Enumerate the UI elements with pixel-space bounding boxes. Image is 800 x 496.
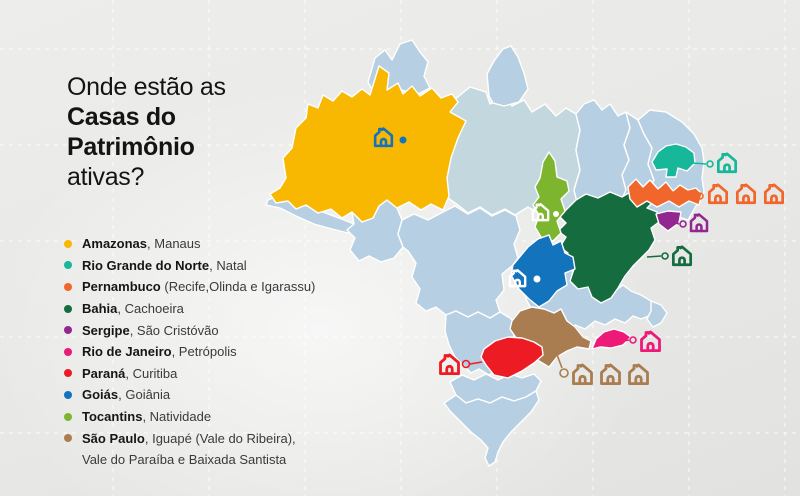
- connector-line: [555, 351, 563, 369]
- legend-detail: , São Cristóvão: [129, 322, 219, 338]
- title-line-2: Casas do: [67, 103, 176, 131]
- house-icon: [671, 245, 693, 267]
- legend-dot: [64, 347, 72, 356]
- state-rio-grande-do-norte: [651, 143, 696, 178]
- legend-dot: [64, 390, 72, 399]
- legend-item: Sergipe, São Cristóvão: [64, 319, 334, 341]
- state-mato-grosso: [397, 205, 521, 319]
- connector-dot: [559, 368, 569, 378]
- legend-state-name: Pernambuco: [82, 279, 161, 295]
- legend-dot: [64, 239, 72, 248]
- state-rio-grande-do-sul: [443, 390, 540, 467]
- legend-dot: [64, 412, 72, 421]
- legend-detail: , Cachoeira: [117, 301, 184, 317]
- legend-item: Pernambuco (Recife,Olinda e Igarassu): [64, 276, 334, 298]
- legend-state-name: São Paulo: [82, 430, 145, 446]
- callout-sao-paulo: [555, 351, 649, 386]
- legend-detail: , Petrópolis: [171, 344, 237, 360]
- house-icon: [735, 183, 757, 205]
- legend-detail: , Manaus: [147, 236, 201, 252]
- callout-parana: [439, 353, 483, 376]
- connector-line: [665, 190, 697, 197]
- house-icon: [716, 152, 738, 174]
- legend-state-name: Goiás: [82, 387, 119, 403]
- connector-line: [612, 339, 630, 344]
- connector-dot: [696, 192, 704, 200]
- legend-detail: , Natividade: [142, 409, 212, 425]
- marker-amazonas: [373, 127, 407, 148]
- legend-dot: [64, 304, 72, 313]
- legend-state-name: Paraná: [82, 365, 126, 381]
- state-amazonas: [269, 65, 467, 223]
- legend-state-name: Rio de Janeiro: [82, 344, 172, 360]
- legend-item: Rio Grande do Norte, Natal: [64, 255, 334, 277]
- connector-line: [671, 221, 680, 225]
- page-title: Onde estão as Casas do Patrimônio ativas…: [67, 72, 226, 192]
- legend-state-name: Tocantins: [82, 409, 143, 425]
- house-icon: [628, 363, 649, 386]
- legend: Amazonas, Manaus Rio Grande do Norte, Na…: [64, 233, 334, 471]
- legend-dot: [64, 261, 72, 270]
- legend-item: Bahia, Cachoeira: [64, 298, 334, 320]
- legend-state-name: Rio Grande do Norte: [82, 257, 210, 273]
- callout-sergipe: [671, 213, 709, 233]
- legend-dot: [64, 326, 72, 335]
- legend-dot: [64, 282, 72, 291]
- connector-line: [646, 255, 662, 258]
- house-icon: [640, 330, 661, 353]
- marker-goias: [508, 269, 541, 288]
- callout-bahia: [646, 245, 693, 267]
- connector-line: [692, 162, 707, 165]
- capital-dot: [399, 136, 407, 144]
- legend-item: Amazonas, Manaus: [64, 233, 334, 255]
- legend-item: Goiás, Goiânia: [64, 384, 334, 406]
- legend-detail-wrap: Vale do Paraíba e Baixada Santista: [82, 452, 287, 468]
- callout-pernambuco: [665, 183, 785, 205]
- house-icon: [763, 183, 785, 205]
- legend-detail: , Curitiba: [125, 365, 178, 381]
- title-line-1: Onde estão as: [67, 73, 226, 101]
- legend-item: Tocantins, Natividade: [64, 406, 334, 428]
- capital-dot: [533, 275, 541, 283]
- connector-dot: [461, 359, 471, 369]
- callout-rio-grande-do-norte: [692, 152, 738, 174]
- house-icon: [689, 213, 709, 233]
- connector-line: [469, 361, 483, 365]
- state-pernambuco: [627, 178, 703, 208]
- legend-detail: , Natal: [209, 257, 247, 273]
- state-rio-de-janeiro: [591, 328, 632, 350]
- legend-state-name: Bahia: [82, 301, 118, 317]
- legend-dot: [64, 369, 72, 378]
- house-icon: [707, 183, 729, 205]
- marker-tocantins: [531, 203, 559, 222]
- state-goias: [510, 234, 576, 308]
- capital-dot: [553, 211, 559, 217]
- legend-detail: , Iguapé (Vale do Ribeira),: [144, 430, 296, 446]
- state-amapa: [486, 45, 529, 107]
- legend-item: Rio de Janeiro, Petrópolis: [64, 341, 334, 363]
- house-icon: [600, 363, 621, 386]
- house-icon: [572, 363, 593, 386]
- legend-state-name: Sergipe: [82, 322, 130, 338]
- connector-dot: [706, 160, 714, 168]
- connector-dot: [629, 336, 637, 344]
- legend-item: São Paulo, Iguapé (Vale do Ribeira),: [64, 427, 334, 449]
- title-line-3: Patrimônio: [67, 133, 195, 161]
- connector-dot: [679, 220, 687, 228]
- title-line-4: ativas?: [67, 163, 145, 191]
- state-sergipe: [655, 210, 682, 232]
- legend-item: Paraná, Curitiba: [64, 363, 334, 385]
- callout-rio-de-janeiro: [612, 330, 661, 353]
- connector-dot: [661, 252, 669, 260]
- legend-state-name: Amazonas: [82, 236, 148, 252]
- state-espirito-santo: [646, 300, 668, 328]
- legend-detail: (Recife,Olinda e Igarassu): [160, 279, 316, 295]
- state-parana: [480, 336, 544, 379]
- legend-dot: [64, 434, 72, 443]
- legend-detail: , Goiânia: [118, 387, 171, 403]
